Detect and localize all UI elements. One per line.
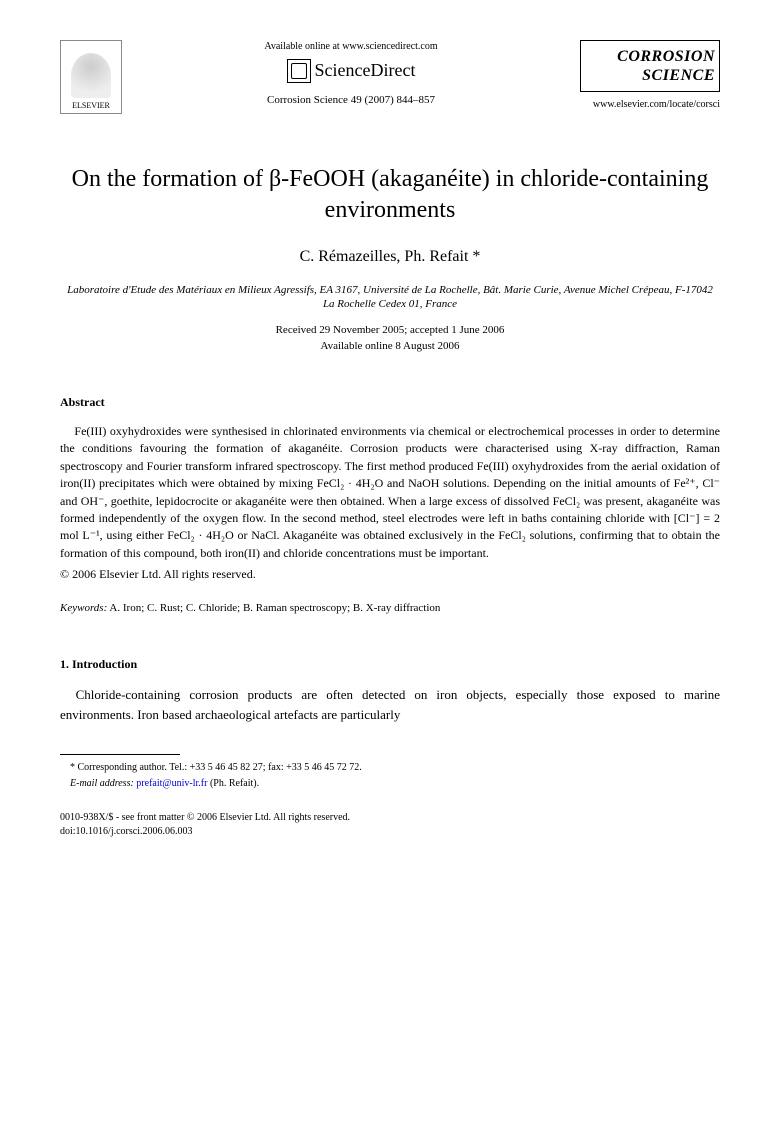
- journal-title-line2: SCIENCE: [585, 66, 715, 85]
- header-row: ELSEVIER Available online at www.science…: [60, 40, 720, 114]
- elsevier-tree-icon: [71, 53, 111, 98]
- introduction-heading: 1. Introduction: [60, 656, 720, 673]
- footer-line2: doi:10.1016/j.corsci.2006.06.003: [60, 825, 720, 839]
- sciencedirect-icon: [287, 59, 311, 83]
- journal-box-wrap: CORROSION SCIENCE www.elsevier.com/locat…: [580, 40, 720, 112]
- journal-url[interactable]: www.elsevier.com/locate/corsci: [580, 98, 720, 112]
- elsevier-logo: ELSEVIER: [60, 40, 122, 114]
- article-title: On the formation of β-FeOOH (akaganéite)…: [60, 164, 720, 226]
- date-online: Available online 8 August 2006: [60, 339, 720, 354]
- elsevier-label: ELSEVIER: [72, 100, 110, 111]
- available-online-text: Available online at www.sciencedirect.co…: [132, 40, 570, 54]
- footer-line1: 0010-938X/$ - see front matter © 2006 El…: [60, 811, 720, 825]
- footer-info: 0010-938X/$ - see front matter © 2006 El…: [60, 811, 720, 839]
- keywords-text: A. Iron; C. Rust; C. Chloride; B. Raman …: [109, 602, 440, 614]
- keywords-label: Keywords:: [60, 602, 107, 614]
- email-suffix: (Ph. Refait).: [210, 778, 259, 789]
- abstract-text: Fe(III) oxyhydroxides were synthesised i…: [60, 423, 720, 562]
- affiliation: Laboratoire d'Etude des Matériaux en Mil…: [60, 283, 720, 312]
- abstract-copyright: © 2006 Elsevier Ltd. All rights reserved…: [60, 566, 720, 583]
- sciencedirect-text: ScienceDirect: [315, 58, 416, 83]
- article-dates: Received 29 November 2005; accepted 1 Ju…: [60, 323, 720, 354]
- journal-box: CORROSION SCIENCE: [580, 40, 720, 92]
- keywords: Keywords: A. Iron; C. Rust; C. Chloride;…: [60, 601, 720, 616]
- introduction-text: Chloride-containing corrosion products a…: [60, 685, 720, 724]
- email-footnote: E-mail address: prefait@univ-lr.fr (Ph. …: [60, 777, 720, 791]
- email-link[interactable]: prefait@univ-lr.fr: [136, 778, 207, 789]
- date-received: Received 29 November 2005; accepted 1 Ju…: [60, 323, 720, 338]
- footnote-rule: [60, 754, 180, 755]
- sciencedirect-brand: ScienceDirect: [132, 58, 570, 83]
- email-label: E-mail address:: [70, 778, 134, 789]
- authors: C. Rémazeilles, Ph. Refait *: [60, 246, 720, 268]
- corresponding-author-footnote: * Corresponding author. Tel.: +33 5 46 4…: [60, 761, 720, 775]
- journal-title-line1: CORROSION: [585, 47, 715, 66]
- abstract-heading: Abstract: [60, 394, 720, 411]
- center-header: Available online at www.sciencedirect.co…: [122, 40, 580, 113]
- journal-reference: Corrosion Science 49 (2007) 844–857: [132, 93, 570, 108]
- elsevier-logo-block: ELSEVIER: [60, 40, 122, 114]
